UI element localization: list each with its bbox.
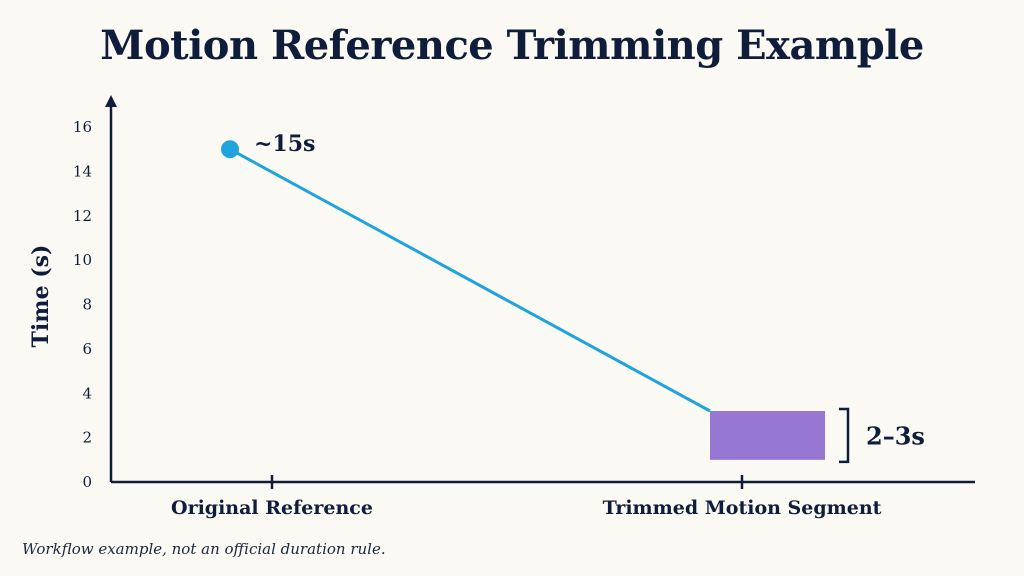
- data-label-original: ~15s: [254, 131, 315, 157]
- segment-bracket: [839, 407, 850, 464]
- y-tick-label: 10: [73, 251, 92, 269]
- chart-marks: [221, 140, 825, 460]
- x-tick-label: Trimmed Motion Segment: [603, 497, 882, 519]
- y-tick-label: 8: [82, 296, 92, 314]
- y-tick-label: 2: [82, 429, 92, 447]
- y-axis-title: Time (s): [28, 245, 54, 348]
- chart-title: Motion Reference Trimming Example: [100, 22, 924, 69]
- y-tick-label: 6: [82, 340, 92, 358]
- y-tick-label: 16: [73, 118, 92, 136]
- data-label-trimmed: 2–3s: [866, 421, 925, 450]
- chart-labels: ~15s 2–3s: [254, 131, 925, 464]
- y-axis-arrow: [105, 95, 117, 107]
- y-tick-label: 0: [82, 473, 92, 491]
- y-tick-label: 14: [73, 162, 92, 180]
- footnote: Workflow example, not an official durati…: [22, 540, 386, 558]
- y-tick-label: 4: [82, 384, 92, 402]
- original-reference-point: [221, 140, 239, 159]
- trimmed-segment-bar: [710, 411, 825, 460]
- series-line: [229, 147, 711, 413]
- chart-axes: 0 2 4 6 8 10 12 14 16 Time (s) Original Reference T…: [28, 95, 975, 519]
- x-tick-label: Original Reference: [171, 497, 373, 519]
- y-tick-label: 12: [73, 207, 92, 225]
